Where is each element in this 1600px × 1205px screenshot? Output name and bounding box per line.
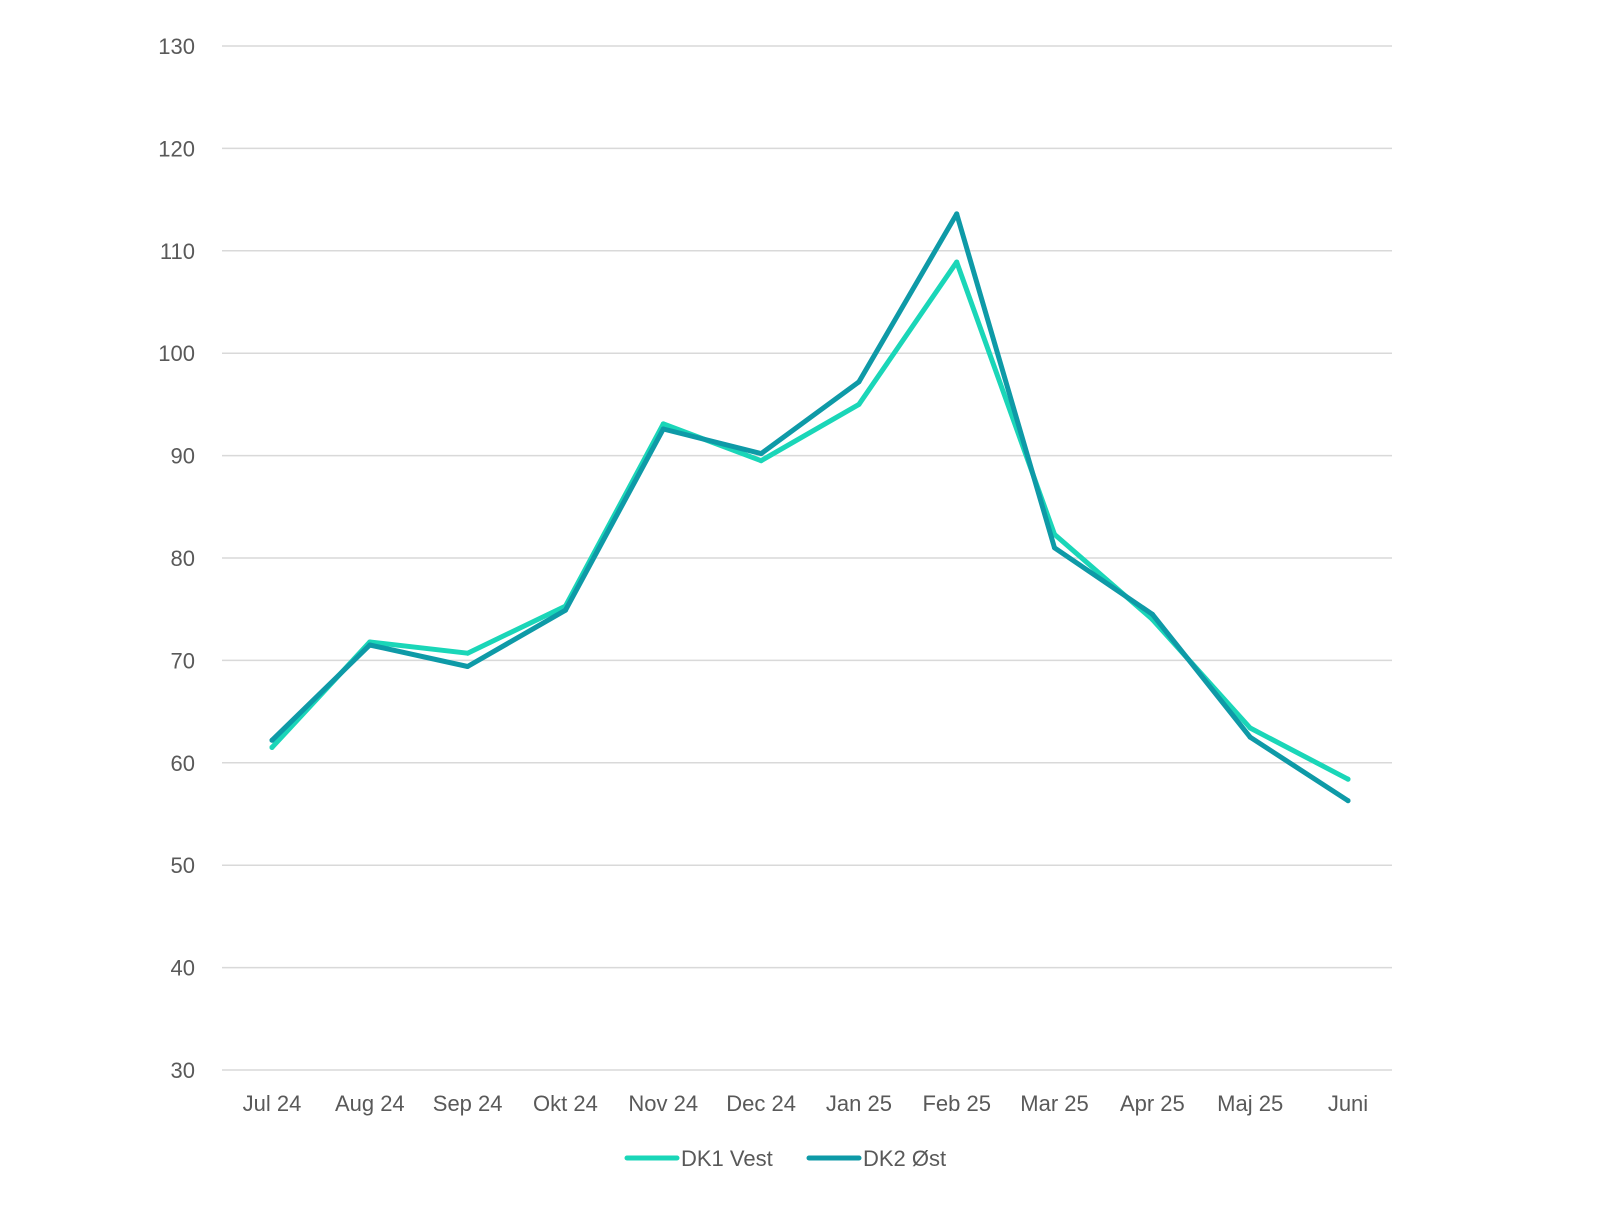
x-tick-label: Jul 24: [243, 1091, 302, 1116]
data-point: [660, 426, 666, 432]
y-tick-label: 110: [160, 239, 195, 264]
data-point: [1345, 776, 1351, 782]
data-point: [758, 451, 764, 457]
x-tick-label: Sep 24: [433, 1091, 503, 1116]
x-axis-ticks: Jul 24 Aug 24 Sep 24 Okt 24 Nov 24 Dec 24 Jan …: [243, 1091, 1369, 1116]
x-tick-label: Feb 25: [922, 1091, 991, 1116]
series-lines: [269, 211, 1351, 804]
data-point: [856, 379, 862, 385]
y-tick-label: 40: [171, 956, 195, 981]
x-tick-label: Dec 24: [726, 1091, 796, 1116]
x-tick-label: Aug 24: [335, 1091, 405, 1116]
x-tick-label: Juni: [1328, 1091, 1368, 1116]
data-point: [758, 458, 764, 464]
y-tick-label: 100: [158, 341, 195, 366]
data-point: [269, 744, 275, 750]
y-tick-label: 30: [171, 1058, 195, 1083]
data-point: [1149, 611, 1155, 617]
y-tick-label: 50: [171, 853, 195, 878]
gridlines: [222, 45, 1392, 1071]
x-tick-label: Okt 24: [533, 1091, 598, 1116]
data-point: [1247, 725, 1253, 731]
y-axis-ticks: 30 40 50 60 70 80 90 100 110 120 130: [158, 34, 195, 1083]
x-tick-label: Mar 25: [1020, 1091, 1088, 1116]
data-point: [465, 664, 471, 670]
data-point: [269, 737, 275, 743]
y-tick-label: 70: [171, 648, 195, 673]
x-tick-label: Apr 25: [1120, 1091, 1185, 1116]
legend-label: DK1 Vest: [681, 1146, 773, 1171]
y-tick-label: 130: [158, 34, 195, 59]
y-tick-label: 80: [171, 546, 195, 571]
data-point: [954, 211, 960, 217]
series-line-1: [269, 259, 1351, 782]
y-tick-label: 60: [171, 751, 195, 776]
data-point: [660, 421, 666, 427]
y-tick-label: 120: [158, 136, 195, 161]
data-point: [465, 650, 471, 656]
x-tick-label: Nov 24: [628, 1091, 698, 1116]
data-point: [367, 642, 373, 648]
data-point: [1052, 545, 1058, 551]
data-point: [1247, 734, 1253, 740]
x-tick-label: Jan 25: [826, 1091, 892, 1116]
x-tick-label: Maj 25: [1217, 1091, 1283, 1116]
data-point: [1345, 798, 1351, 804]
data-point: [954, 259, 960, 265]
series-line-2: [269, 211, 1351, 804]
legend-label: DK2 Øst: [863, 1146, 946, 1171]
data-point: [562, 607, 568, 613]
data-point: [856, 401, 862, 407]
y-tick-label: 90: [171, 444, 195, 469]
legend: DK1 Vest DK2 Øst: [624, 1146, 946, 1171]
